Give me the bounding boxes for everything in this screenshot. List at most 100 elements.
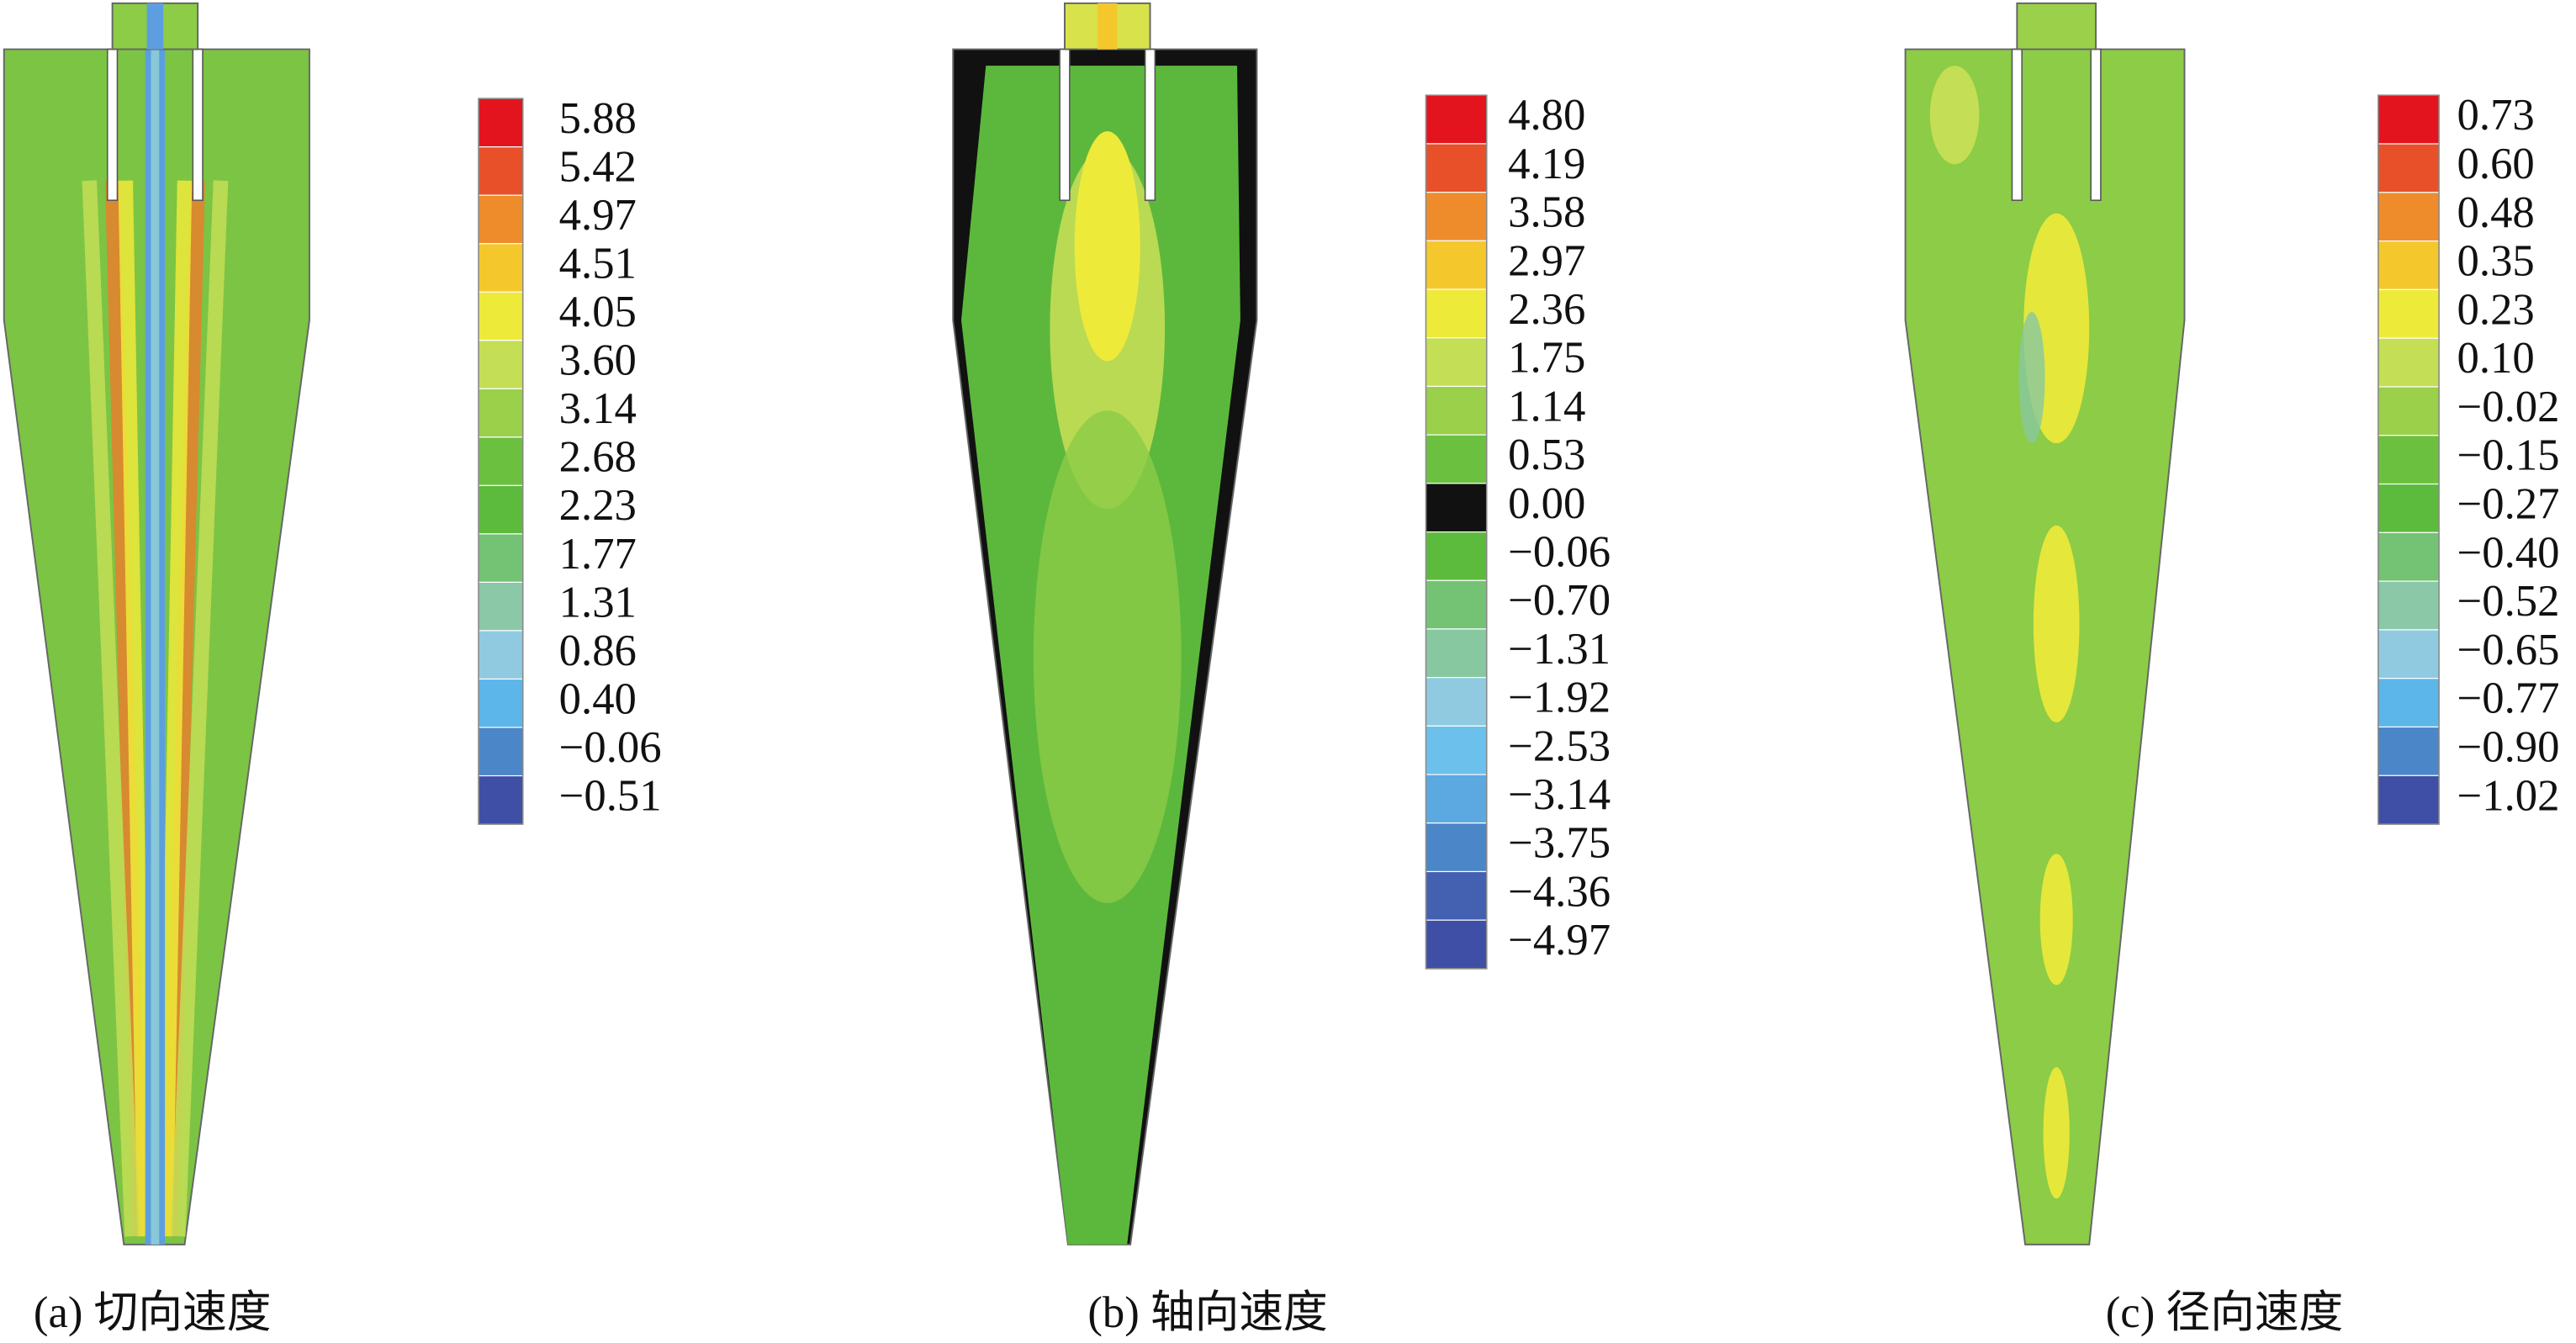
colorbar-label: −1.02 — [2457, 771, 2560, 820]
colorbar-label: 1.14 — [1508, 382, 1585, 431]
colorbar-band — [1425, 822, 1488, 873]
colorbar-label: 3.60 — [559, 336, 637, 385]
colorbar-label: 0.53 — [1508, 431, 1585, 479]
colorbar-band — [2378, 143, 2440, 193]
colorbar-band — [1425, 919, 1488, 970]
colorbar-label: 0.73 — [2457, 91, 2535, 140]
colorbar-band — [2378, 337, 2440, 388]
contour — [1033, 410, 1182, 903]
colorbar-band — [2378, 192, 2440, 242]
colorbar-label: 2.23 — [559, 481, 637, 530]
colorbar-band — [1425, 385, 1488, 436]
colorbar-label: 1.75 — [1508, 334, 1585, 383]
colorbar-label: 3.58 — [1508, 188, 1585, 237]
colorbar-band — [1425, 434, 1488, 484]
colorbar-band — [1425, 579, 1488, 630]
colorbar-label: −2.53 — [1508, 722, 1611, 770]
colorbar-band — [2378, 386, 2440, 436]
vortex-finder-wall — [192, 48, 204, 201]
colorbar-label: 4.51 — [559, 240, 637, 288]
colorbar-band — [2378, 775, 2440, 825]
vortex-finder-wall — [106, 48, 119, 201]
colorbar-label: −4.97 — [1508, 916, 1611, 965]
colorbar-label: −0.52 — [2457, 577, 2560, 626]
colorbar-label: −1.92 — [1508, 674, 1611, 722]
colorbar-label: 0.48 — [2457, 188, 2535, 237]
colorbar-band — [1425, 192, 1488, 241]
caption: (c) 径向速度 — [2106, 1288, 2343, 1337]
vortex-finder-wall — [2011, 48, 2023, 201]
colorbar-band — [2378, 531, 2440, 582]
colorbar-band — [2378, 678, 2440, 728]
colorbar-label: 0.60 — [2457, 140, 2535, 188]
colorbar-band — [1425, 677, 1488, 727]
contour — [2043, 1067, 2070, 1199]
colorbar-band — [2378, 94, 2440, 145]
colorbar-label: 0.35 — [2457, 237, 2535, 286]
vortex-finder-wall — [2090, 48, 2102, 201]
colorbar-label: −0.06 — [559, 723, 662, 772]
contour — [2033, 525, 2080, 723]
contour — [2018, 311, 2045, 444]
colorbar-band — [1425, 337, 1488, 388]
colorbar-label: −0.06 — [1508, 527, 1611, 576]
caption: (a) 切向速度 — [34, 1288, 271, 1337]
colorbar-label: −4.36 — [1508, 867, 1611, 916]
colorbar-label: 1.31 — [559, 578, 637, 627]
colorbar-band — [478, 678, 524, 728]
colorbar-band — [478, 98, 524, 148]
colorbar-band — [478, 484, 524, 535]
contour — [1929, 66, 1980, 165]
caption: (b) 轴向速度 — [1087, 1288, 1327, 1337]
colorbar-band — [2378, 241, 2440, 290]
colorbar-label: −1.31 — [1508, 625, 1611, 674]
colorbar-band — [2378, 726, 2440, 776]
outlet-pipe — [2016, 2, 2097, 50]
colorbar-label: 2.36 — [1508, 285, 1585, 334]
colorbar-band — [1425, 725, 1488, 775]
colorbar-label: 1.77 — [559, 530, 637, 579]
colorbar-label: 4.80 — [1508, 91, 1585, 140]
colorbar-label: −0.02 — [2457, 383, 2560, 431]
colorbar-band — [1425, 870, 1488, 921]
colorbar-label: −0.40 — [2457, 528, 2560, 577]
colorbar-band — [478, 436, 524, 486]
colorbar-band — [478, 340, 524, 389]
colorbar-label: 4.19 — [1508, 140, 1585, 188]
colorbar-band — [478, 194, 524, 245]
colorbar-band — [2378, 435, 2440, 485]
colorbar-frame — [478, 98, 524, 825]
colorbar-band — [1425, 240, 1488, 290]
colorbar-label: 0.86 — [559, 627, 637, 675]
flow-region — [960, 66, 1085, 1245]
colorbar-label: −0.51 — [559, 771, 662, 820]
colorbar-frame — [2378, 94, 2440, 825]
colorbar-band — [478, 388, 524, 438]
colorbar-label: −0.27 — [2457, 480, 2560, 529]
colorbar-band — [1425, 288, 1488, 339]
colorbar-band — [478, 630, 524, 680]
colorbar-label: 3.14 — [559, 384, 637, 433]
colorbar-label: 5.42 — [559, 143, 637, 192]
colorbar-label: −0.77 — [2457, 674, 2560, 723]
contour — [157, 180, 193, 1237]
contour — [1074, 131, 1140, 362]
colorbar-band — [1425, 628, 1488, 679]
colorbar-label: 2.68 — [559, 433, 637, 482]
colorbar-band — [2378, 629, 2440, 679]
colorbar-band — [2378, 288, 2440, 339]
colorbar-label: −0.65 — [2457, 626, 2560, 674]
contour — [2039, 854, 2073, 986]
colorbar-band — [2378, 580, 2440, 631]
colorbar-label: 4.05 — [559, 288, 637, 336]
colorbar-label: −0.70 — [1508, 576, 1611, 625]
colorbar-band — [478, 243, 524, 293]
contour — [82, 180, 140, 1237]
colorbar-label: −0.90 — [2457, 722, 2560, 771]
colorbar-band — [1425, 143, 1488, 193]
vortex-finder-wall — [1059, 48, 1071, 201]
colorbar-band — [478, 533, 524, 584]
colorbar-band — [1425, 483, 1488, 533]
colorbar-label: −3.14 — [1508, 770, 1611, 819]
